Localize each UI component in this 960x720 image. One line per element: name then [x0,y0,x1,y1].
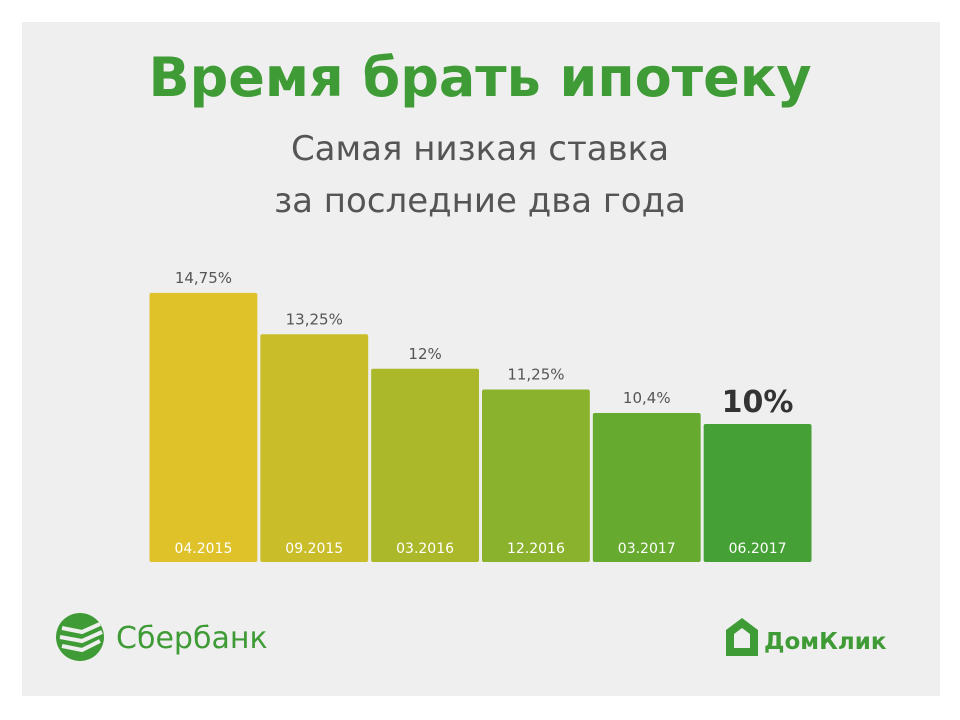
logo-text: ДомКлик [764,629,887,655]
x-tick-label: 03.2017 [618,541,676,557]
bar [260,334,369,562]
value-label: 14,75% [175,269,232,287]
subtitle: Самая низкая ставка [291,129,669,169]
bar [371,368,479,562]
value-label: 13,25% [286,310,343,328]
bar [592,412,701,562]
logo-text: Сбербанк [116,621,268,656]
x-tick-label: 09.2015 [285,541,343,557]
value-label: 10,4% [623,389,671,407]
value-label: 12% [408,345,441,363]
x-tick-label: 03.2016 [396,541,454,557]
x-tick-label: 04.2015 [174,541,232,557]
subtitle: за последние два года [274,181,686,221]
chart-title: Время брать ипотеку [148,46,811,109]
value-label: 11,25% [507,366,564,384]
sber-logo: Сбербанк [56,613,268,661]
bar [482,389,590,562]
bar [703,424,812,562]
value-label: 10% [722,385,794,420]
bar [149,292,258,562]
x-tick-label: 06.2017 [729,541,787,557]
x-tick-label: 12.2016 [507,541,565,557]
domclick-logo: ДомКлик [726,618,887,656]
